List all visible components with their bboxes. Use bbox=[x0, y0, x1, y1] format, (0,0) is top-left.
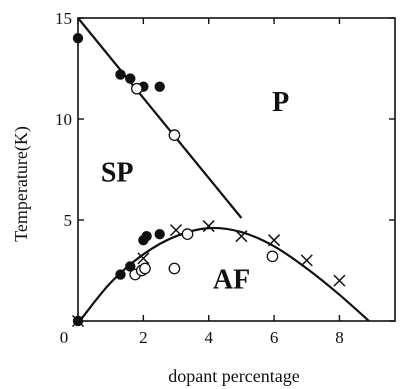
region-label-sp: SP bbox=[101, 158, 134, 189]
axis-ticks: 0 2 4 6 8 5 10 15 bbox=[55, 9, 395, 347]
filled-circle-point bbox=[154, 81, 165, 92]
region-label-p: P bbox=[272, 87, 289, 118]
filled-circle-point bbox=[125, 73, 136, 84]
cross-stroke bbox=[137, 252, 150, 265]
y-tick-label: 5 bbox=[64, 211, 73, 230]
x-axis-title: dopant percentage bbox=[168, 366, 299, 386]
cross-stroke bbox=[170, 224, 183, 237]
filled-circle-point bbox=[141, 230, 152, 242]
open-circle-point bbox=[130, 82, 143, 95]
filled-circle-point bbox=[125, 261, 136, 272]
region-labels: P SP AF bbox=[101, 87, 289, 296]
y-tick-label: 15 bbox=[55, 9, 72, 28]
y-axis-title: Temperature(K) bbox=[11, 126, 32, 242]
x-tick-label: 4 bbox=[204, 328, 213, 347]
sp-p-boundary-line bbox=[77, 17, 243, 219]
cross-point bbox=[268, 234, 281, 247]
open-circle-point bbox=[168, 129, 181, 142]
cross-point bbox=[137, 252, 150, 265]
cross-point bbox=[170, 224, 183, 237]
plot-frame bbox=[77, 17, 396, 322]
cross-stroke bbox=[268, 234, 281, 247]
filled-circle-point bbox=[115, 69, 126, 80]
open-circle-point bbox=[266, 250, 279, 263]
x-tick-label: 0 bbox=[60, 328, 69, 347]
cross-point bbox=[333, 274, 346, 287]
x-tick-label: 8 bbox=[335, 328, 344, 347]
open-circle-point bbox=[181, 228, 194, 240]
cross-point bbox=[202, 220, 215, 233]
region-label-af: AF bbox=[213, 265, 250, 296]
cross-point bbox=[300, 254, 313, 267]
cross-stroke bbox=[300, 254, 313, 267]
open-circle-point bbox=[168, 262, 181, 275]
plot-border bbox=[77, 17, 396, 322]
cross-stroke bbox=[235, 230, 248, 243]
x-tick-label: 2 bbox=[139, 328, 148, 347]
open-circle-point bbox=[139, 262, 151, 275]
filled-circle-point bbox=[72, 33, 84, 44]
data-points bbox=[71, 33, 346, 328]
y-tick-label: 10 bbox=[55, 110, 72, 129]
x-tick-label: 6 bbox=[270, 328, 279, 347]
cross-stroke bbox=[202, 220, 215, 233]
filled-circle-point bbox=[154, 228, 165, 240]
cross-point bbox=[235, 230, 248, 243]
cross-stroke bbox=[333, 274, 346, 287]
filled-circle-point bbox=[115, 269, 126, 280]
